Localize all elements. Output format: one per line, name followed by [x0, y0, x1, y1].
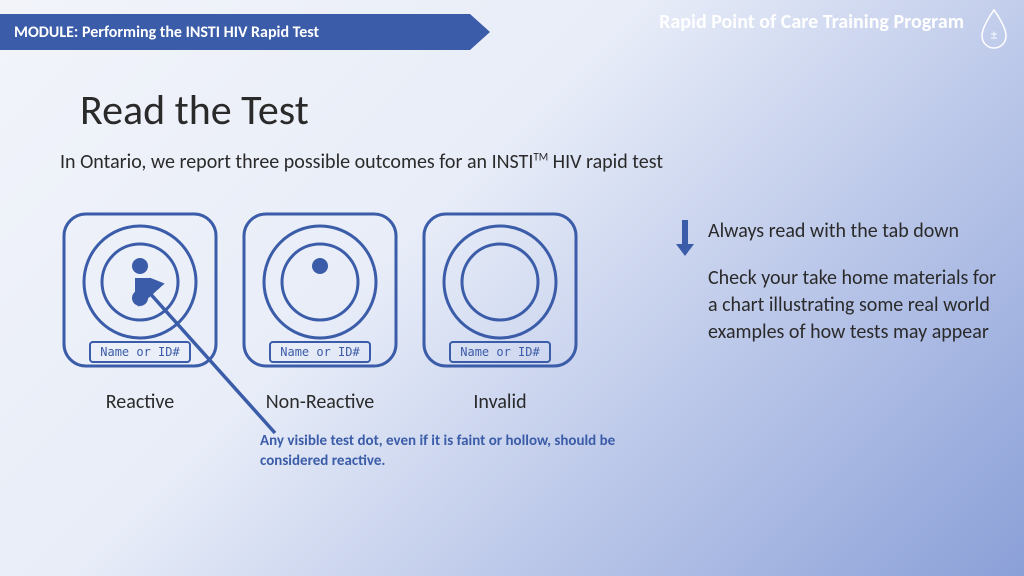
card-label: Invalid [473, 390, 526, 414]
intro-text: In Ontario, we report three possible out… [60, 150, 663, 174]
module-label: MODULE: Performing the INSTI HIV Rapid T… [14, 23, 319, 42]
card-label: Non-Reactive [266, 390, 375, 414]
intro-post: HIV rapid test [548, 150, 663, 174]
instruction-line-2: Check your take home materials for a cha… [708, 265, 998, 346]
instruction-line-1: Always read with the tab down [708, 218, 998, 245]
id-label: Name or ID# [100, 345, 180, 359]
reactive-note: Any visible test dot, even if it is fain… [260, 432, 620, 471]
test-device-icon: Name or ID# [60, 210, 220, 370]
drop-icon: ± [978, 8, 1010, 50]
test-card: Name or ID# Reactive [60, 210, 220, 414]
intro-pre: In Ontario, we report three possible out… [60, 150, 533, 174]
program-title: Rapid Point of Care Training Program [659, 10, 964, 34]
svg-text:±: ± [991, 28, 998, 43]
card-label: Reactive [106, 390, 174, 414]
instructions-block: Always read with the tab down Check your… [708, 218, 998, 366]
page-title: Read the Test [80, 85, 309, 136]
arrow-down-icon [672, 218, 698, 258]
test-device-icon: Name or ID# [420, 210, 580, 370]
intro-sup: TM [533, 150, 548, 163]
test-device-icon: Name or ID# [240, 210, 400, 370]
cards-area: Name or ID# Reactive Name or ID# Non-Reacti… [60, 210, 580, 414]
module-banner: MODULE: Performing the INSTI HIV Rapid T… [0, 14, 490, 50]
test-card: Name or ID# Non-Reactive [240, 210, 400, 414]
test-card: Name or ID# Invalid [420, 210, 580, 414]
id-label: Name or ID# [460, 345, 540, 359]
id-label: Name or ID# [280, 345, 360, 359]
